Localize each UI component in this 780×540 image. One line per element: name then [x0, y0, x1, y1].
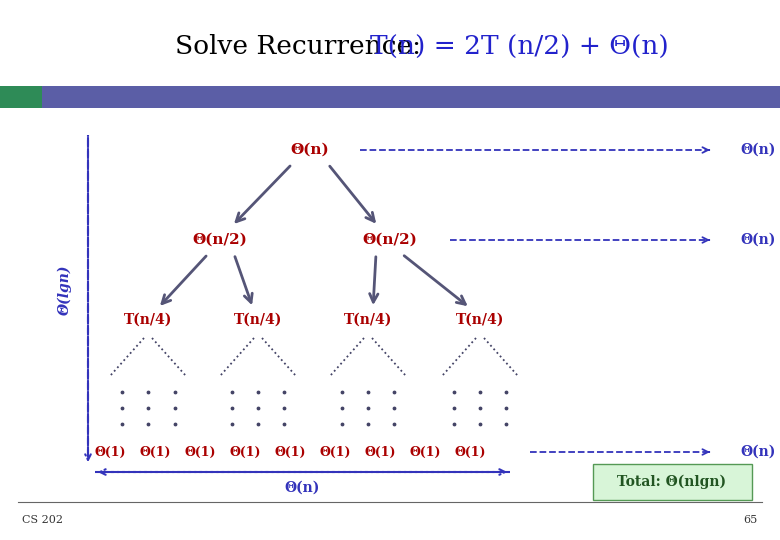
Text: T(n) = 2T (n/2) + Θ(n): T(n) = 2T (n/2) + Θ(n)	[370, 35, 668, 59]
Text: Θ(1): Θ(1)	[364, 446, 395, 458]
Text: Θ(1): Θ(1)	[410, 446, 441, 458]
Text: Θ(n): Θ(n)	[740, 233, 775, 247]
Text: Θ(lgn): Θ(lgn)	[58, 265, 73, 315]
Text: Θ(n): Θ(n)	[291, 143, 329, 157]
Text: Θ(n): Θ(n)	[740, 143, 775, 157]
Text: Θ(1): Θ(1)	[184, 446, 216, 458]
Text: Total: Θ(nlgn): Total: Θ(nlgn)	[618, 475, 726, 489]
Bar	[0, 86, 42, 108]
Text: Θ(1): Θ(1)	[229, 446, 261, 458]
Bar	[0, 86, 780, 108]
Text: Θ(n): Θ(n)	[285, 481, 320, 495]
Text: Θ(1): Θ(1)	[275, 446, 306, 458]
Text: Solve Recurrence:: Solve Recurrence:	[175, 35, 429, 59]
Text: T(n/4): T(n/4)	[124, 313, 172, 327]
Text: T(n/4): T(n/4)	[344, 313, 392, 327]
Text: T(n/4): T(n/4)	[234, 313, 282, 327]
FancyBboxPatch shape	[593, 464, 752, 500]
Text: 65: 65	[744, 515, 758, 525]
Text: Θ(1): Θ(1)	[319, 446, 351, 458]
Text: Θ(1): Θ(1)	[454, 446, 486, 458]
Text: T(n/4): T(n/4)	[456, 313, 504, 327]
Text: Θ(1): Θ(1)	[94, 446, 126, 458]
Text: Θ(n/2): Θ(n/2)	[193, 233, 247, 247]
Text: Θ(n/2): Θ(n/2)	[363, 233, 417, 247]
Text: CS 202: CS 202	[22, 515, 63, 525]
Text: Θ(1): Θ(1)	[140, 446, 171, 458]
Text: Θ(n): Θ(n)	[740, 445, 775, 459]
